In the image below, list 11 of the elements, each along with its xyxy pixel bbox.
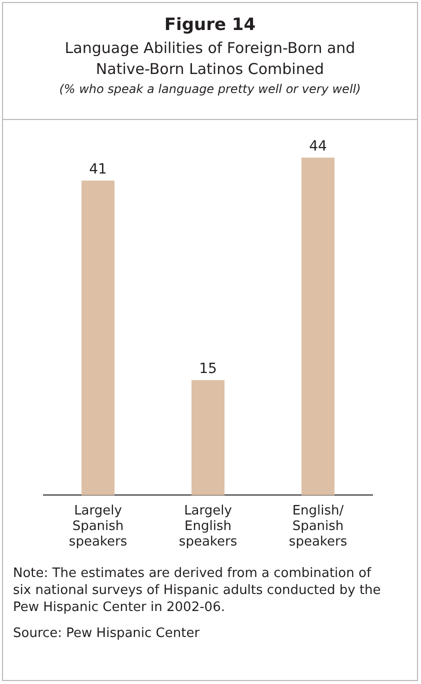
chart-subtitle: Language Abilities of Foreign-Born and Native-Born Latinos Combined bbox=[64, 38, 356, 80]
data-label: 44 bbox=[309, 138, 327, 154]
text: Note: The estimates are derived from a combination of six national surveys of Hispanic adults conducted by the Pew Hispanic Center in 2002-06. bbox=[13, 565, 382, 616]
source-note: Source: Pew Hispanic Center bbox=[13, 625, 201, 642]
chart-title: Figure 14 bbox=[163, 14, 257, 35]
x-tick-label: Largely English speakers bbox=[178, 503, 238, 550]
x-tick-label: English/Spanish speakers bbox=[288, 503, 348, 550]
data-label: 41 bbox=[89, 161, 107, 178]
text: (% who speak a language pretty well or very well) bbox=[58, 82, 362, 96]
data-label: 15 bbox=[199, 360, 217, 377]
x-tick-label: Largely Spanish speakers bbox=[68, 503, 128, 550]
